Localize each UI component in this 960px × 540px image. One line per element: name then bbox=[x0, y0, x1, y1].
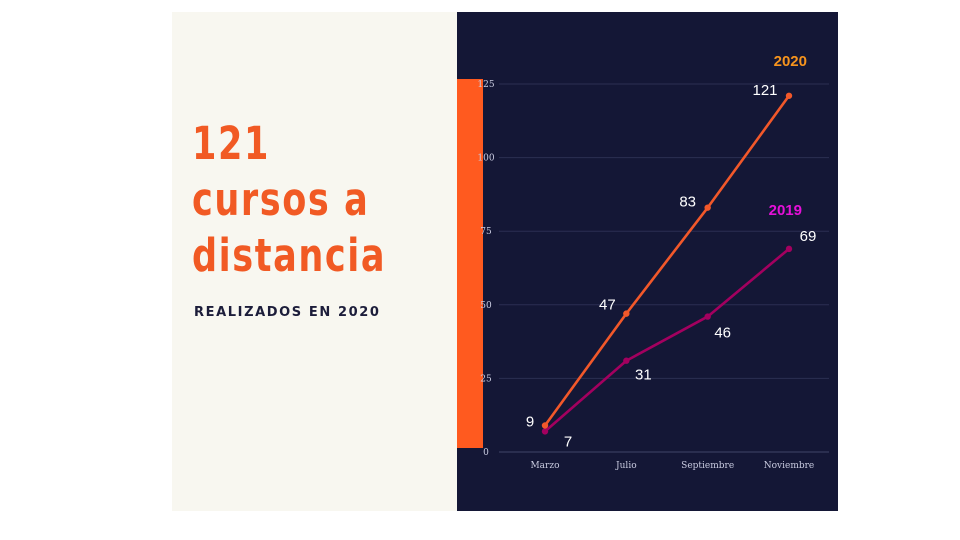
series bbox=[541, 92, 793, 435]
headline-line-2: cursos a bbox=[192, 173, 370, 226]
data-label: 47 bbox=[599, 297, 616, 314]
y-tick-label: 100 bbox=[477, 154, 494, 164]
accent-bar bbox=[457, 79, 483, 448]
y-tick-label: 50 bbox=[480, 301, 492, 311]
x-axis: Marzo Julio Septiembre Noviembre bbox=[530, 461, 814, 471]
data-label: 9 bbox=[526, 414, 534, 431]
data-label: 69 bbox=[800, 228, 817, 245]
y-tick-label: 75 bbox=[480, 227, 492, 237]
x-tick-label: Julio bbox=[615, 461, 637, 471]
y-axis: 0 25 50 75 100 125 bbox=[477, 80, 494, 458]
data-label: 46 bbox=[714, 325, 731, 342]
line-chart: 0 25 50 75 100 125 Marzo Julio Septiembre Noviem… bbox=[477, 53, 829, 471]
x-tick-label: Septiembre bbox=[681, 461, 734, 471]
slide: 121 cursos a distancia REALIZADOS EN 202… bbox=[172, 12, 838, 511]
gridlines bbox=[499, 83, 829, 453]
data-point bbox=[704, 204, 711, 211]
x-tick-label: Noviembre bbox=[764, 461, 815, 471]
headline-line-1: 121 bbox=[192, 117, 270, 170]
data-label: 31 bbox=[635, 367, 652, 384]
data-labels: 9 47 83 121 7 31 46 69 bbox=[526, 82, 817, 451]
data-point bbox=[785, 245, 793, 253]
data-point bbox=[623, 357, 630, 364]
y-tick-label: 0 bbox=[483, 448, 489, 458]
x-tick-label: Marzo bbox=[530, 461, 559, 471]
headline-panel: 121 cursos a distancia REALIZADOS EN 202… bbox=[172, 12, 457, 511]
series-line-2020 bbox=[543, 95, 791, 427]
legend: 2020 2019 bbox=[769, 53, 807, 219]
y-tick-label: 25 bbox=[480, 374, 492, 384]
headline: 121 cursos a distancia bbox=[192, 116, 386, 284]
data-label: 7 bbox=[564, 433, 572, 450]
chart-panel: 0 25 50 75 100 125 Marzo Julio Septiembre Noviem… bbox=[457, 12, 838, 511]
legend-label-2019: 2019 bbox=[769, 202, 802, 219]
headline-subtitle: REALIZADOS EN 2020 bbox=[194, 305, 381, 320]
data-point bbox=[785, 92, 793, 99]
series-line-2019 bbox=[544, 247, 790, 433]
data-point bbox=[541, 428, 549, 435]
legend-label-2020: 2020 bbox=[774, 53, 807, 70]
data-point bbox=[704, 313, 711, 320]
data-label: 121 bbox=[752, 82, 777, 99]
data-label: 83 bbox=[679, 194, 696, 211]
headline-line-3: distancia bbox=[192, 229, 387, 282]
y-tick-label: 125 bbox=[477, 80, 494, 90]
data-point bbox=[541, 422, 549, 429]
data-point bbox=[623, 310, 630, 317]
